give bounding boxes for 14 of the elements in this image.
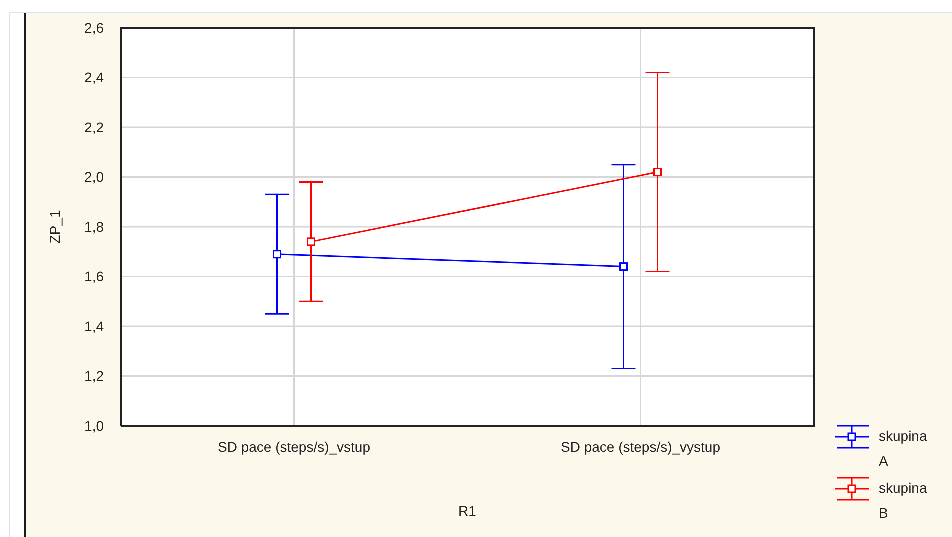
x-tick-label: SD pace (steps/s)_vstup (218, 439, 371, 455)
y-tick-label: 1,8 (84, 218, 104, 235)
x-axis-title: R1 (458, 503, 476, 519)
x-tick-label: SD pace (steps/s)_vystup (560, 439, 721, 455)
y-axis-title: ZP_1 (47, 210, 63, 244)
y-tick-label: 2,6 (84, 20, 104, 36)
y-tick-label: 1,6 (84, 268, 104, 285)
y-tick-label: 2,0 (84, 169, 104, 186)
y-tick-label: 1,0 (84, 418, 104, 434)
y-tick-label: 1,2 (84, 368, 104, 384)
y-tick-label: 2,4 (84, 70, 104, 86)
legend-label: skupina B (879, 479, 928, 523)
y-tick-label: 2,2 (84, 119, 104, 136)
y-tick-label: 1,4 (84, 318, 104, 334)
